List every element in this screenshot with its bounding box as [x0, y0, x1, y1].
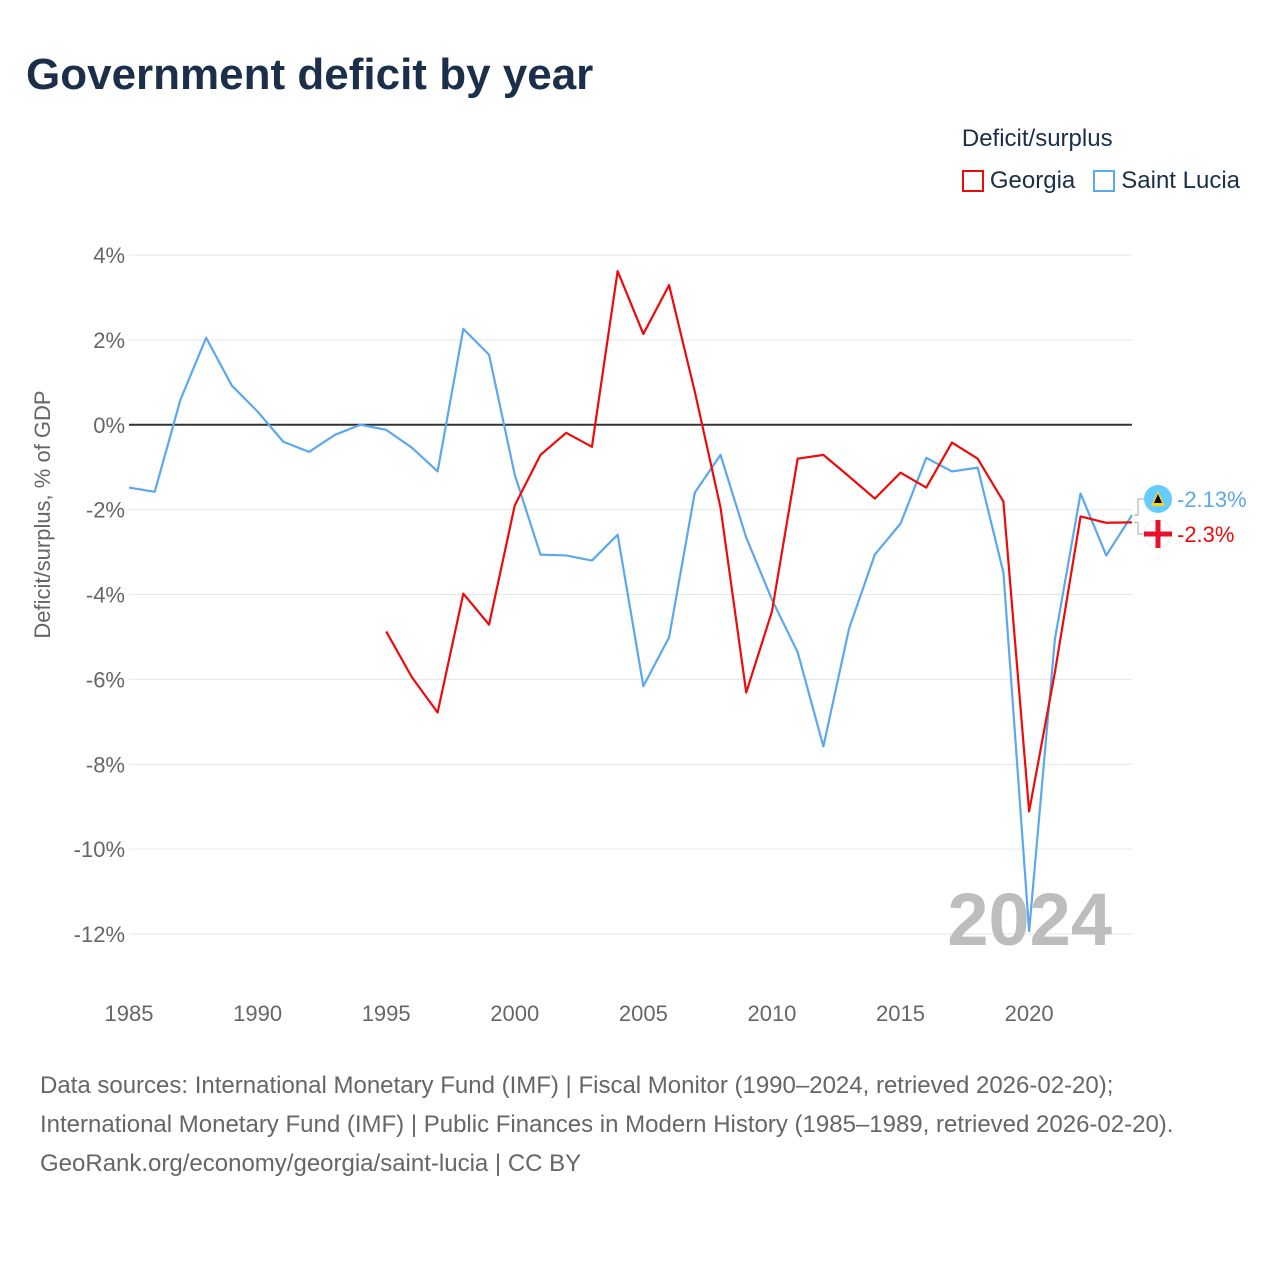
- data-sources: Data sources: International Monetary Fun…: [40, 1072, 1174, 1138]
- x-tick-label: 1990: [233, 1001, 282, 1026]
- y-axis-label: Deficit/surplus, % of GDP: [30, 390, 55, 638]
- legend-label-georgia: Georgia: [989, 167, 1076, 194]
- series-line-georgia: [385, 270, 1133, 813]
- x-tick-label: 2000: [490, 1001, 539, 1026]
- end-label-connector: [1134, 498, 1146, 516]
- legend-label-saint-lucia: Saint Lucia: [1121, 167, 1240, 194]
- legend-swatch-saint-lucia: [1093, 170, 1116, 192]
- source-link[interactable]: GeoRank.org/economy/georgia/saint-lucia …: [40, 1150, 582, 1177]
- y-tick-label: 4%: [93, 243, 125, 268]
- y-tick-label: -4%: [86, 583, 125, 608]
- y-tick-label: 2%: [93, 328, 125, 353]
- footer: Data sources: International Monetary Fun…: [40, 1066, 1240, 1183]
- flag-cross-icon: [1155, 520, 1161, 548]
- y-tick-label: -2%: [86, 498, 125, 523]
- y-tick-label: -10%: [74, 837, 125, 862]
- x-tick-label: 2010: [747, 1001, 796, 1026]
- x-tick-label: 1995: [362, 1001, 411, 1026]
- line-chart: 4% 2% 0% -2% -4% -6% -8% -10% -12% 1985 1990 1995 20…: [30, 243, 1247, 1026]
- x-tick-label: 2015: [876, 1001, 925, 1026]
- y-tick-label: -6%: [86, 667, 125, 692]
- x-tick-label: 2005: [619, 1001, 668, 1026]
- end-value-label: -2.13%: [1177, 487, 1247, 512]
- legend-title: Deficit/surplus: [961, 125, 1113, 152]
- flag-triangle-icon: [1154, 494, 1162, 503]
- y-tick-label: -8%: [86, 752, 125, 777]
- legend-swatch-georgia: [961, 170, 984, 192]
- series-line-saint-lucia: [128, 327, 1133, 933]
- legend: Deficit/surplus Georgia Saint Lucia: [961, 125, 1240, 195]
- legend-item-saint-lucia[interactable]: Saint Lucia: [1093, 167, 1240, 195]
- end-label-connector: [1134, 521, 1146, 535]
- legend-item-georgia[interactable]: Georgia: [961, 167, 1076, 195]
- end-value-label: -2.3%: [1177, 522, 1234, 547]
- y-tick-label: 0%: [93, 413, 125, 438]
- chart-title: Government deficit by year: [26, 50, 594, 99]
- x-tick-label: 2020: [1005, 1001, 1054, 1026]
- y-tick-label: -12%: [74, 922, 125, 947]
- x-tick-label: 1985: [105, 1001, 154, 1026]
